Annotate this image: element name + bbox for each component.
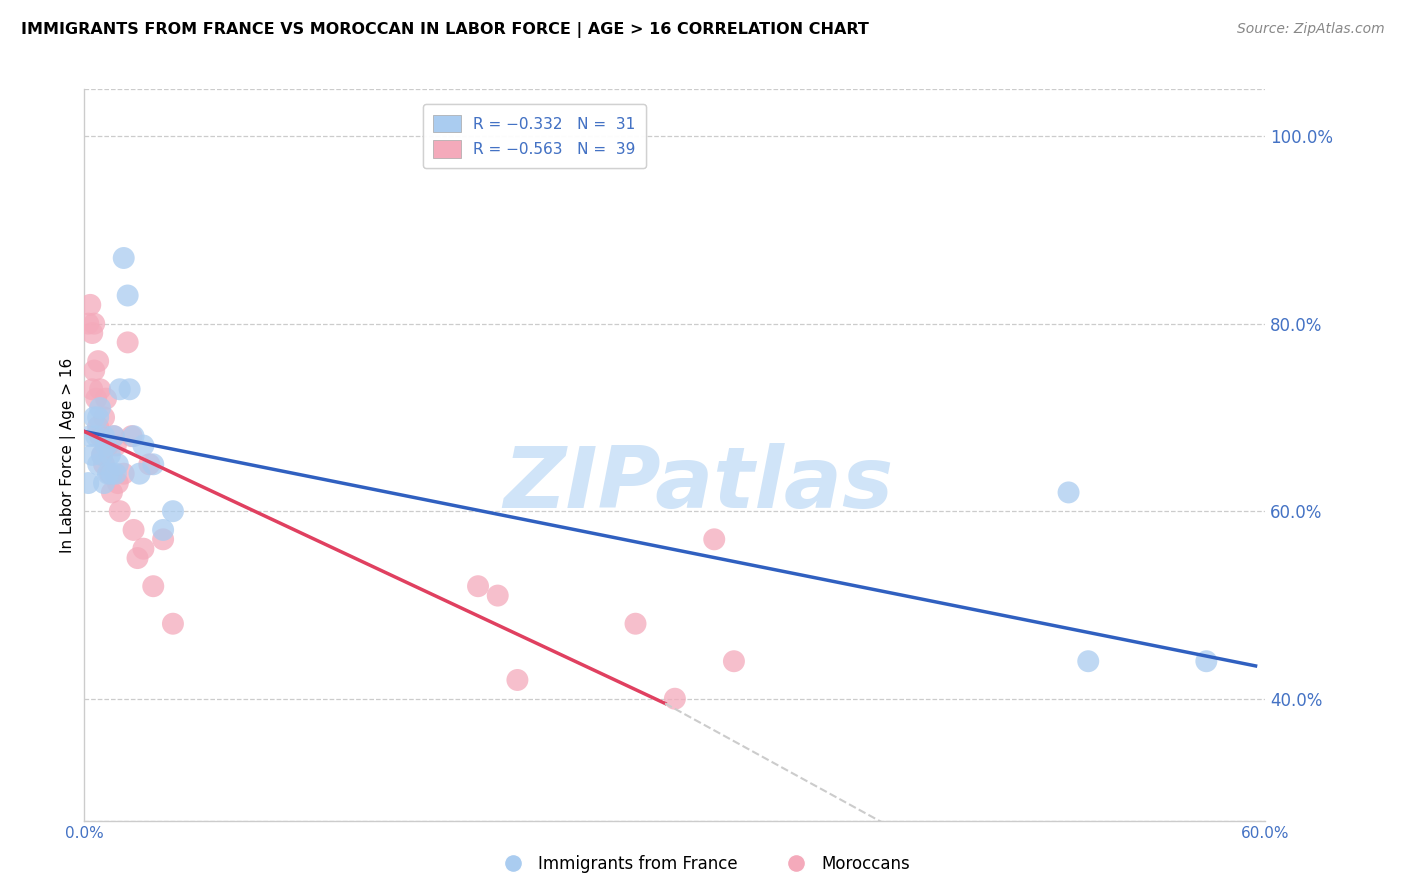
Point bbox=[97, 467, 120, 481]
Point bbox=[83, 363, 105, 377]
Point bbox=[664, 691, 686, 706]
Point bbox=[117, 335, 139, 350]
Point bbox=[94, 392, 117, 406]
Point bbox=[107, 476, 129, 491]
Text: ZIPatlas: ZIPatlas bbox=[503, 442, 894, 525]
Point bbox=[82, 326, 104, 340]
Point bbox=[107, 458, 129, 472]
Point bbox=[77, 476, 100, 491]
Point bbox=[132, 541, 155, 556]
Point bbox=[112, 467, 135, 481]
Point bbox=[101, 467, 124, 481]
Point bbox=[152, 523, 174, 537]
Point bbox=[93, 458, 115, 472]
Point bbox=[108, 382, 131, 396]
Point bbox=[127, 551, 149, 566]
Point bbox=[93, 476, 115, 491]
Point bbox=[132, 438, 155, 452]
Legend: R = −0.332   N = ​ 31, R = −0.563   N = ​ 39: R = −0.332 N = ​ 31, R = −0.563 N = ​ 39 bbox=[423, 104, 647, 169]
Point bbox=[112, 251, 135, 265]
Point bbox=[83, 410, 105, 425]
Point bbox=[142, 579, 165, 593]
Text: IMMIGRANTS FROM FRANCE VS MOROCCAN IN LABOR FORCE | AGE > 16 CORRELATION CHART: IMMIGRANTS FROM FRANCE VS MOROCCAN IN LA… bbox=[21, 22, 869, 38]
Point bbox=[152, 533, 174, 547]
Y-axis label: In Labor Force | Age > 16: In Labor Force | Age > 16 bbox=[60, 358, 76, 552]
Point bbox=[104, 438, 127, 452]
Point bbox=[87, 419, 110, 434]
Point bbox=[118, 382, 141, 396]
Point bbox=[97, 438, 120, 452]
Point bbox=[1195, 654, 1218, 668]
Point bbox=[79, 429, 101, 443]
Point bbox=[89, 401, 111, 415]
Legend: Immigrants from France, Moroccans: Immigrants from France, Moroccans bbox=[489, 848, 917, 880]
Point bbox=[103, 429, 125, 443]
Point bbox=[87, 410, 110, 425]
Point bbox=[1077, 654, 1099, 668]
Point bbox=[84, 392, 107, 406]
Point bbox=[93, 429, 115, 443]
Point bbox=[77, 317, 100, 331]
Point bbox=[1057, 485, 1080, 500]
Point bbox=[101, 485, 124, 500]
Point bbox=[121, 429, 143, 443]
Point bbox=[122, 429, 145, 443]
Point bbox=[162, 616, 184, 631]
Point bbox=[89, 382, 111, 396]
Point bbox=[87, 458, 110, 472]
Point bbox=[506, 673, 529, 687]
Point bbox=[87, 354, 110, 368]
Point bbox=[83, 317, 105, 331]
Point bbox=[91, 448, 114, 462]
Point bbox=[82, 448, 104, 462]
Point bbox=[117, 288, 139, 302]
Point bbox=[98, 467, 121, 481]
Point bbox=[79, 298, 101, 312]
Point bbox=[84, 429, 107, 443]
Point bbox=[91, 448, 114, 462]
Point bbox=[486, 589, 509, 603]
Text: Source: ZipAtlas.com: Source: ZipAtlas.com bbox=[1237, 22, 1385, 37]
Point bbox=[93, 410, 115, 425]
Point bbox=[98, 448, 121, 462]
Point bbox=[162, 504, 184, 518]
Point bbox=[703, 533, 725, 547]
Point bbox=[108, 504, 131, 518]
Point bbox=[103, 429, 125, 443]
Point bbox=[122, 523, 145, 537]
Point bbox=[723, 654, 745, 668]
Point bbox=[104, 467, 127, 481]
Point bbox=[142, 458, 165, 472]
Point bbox=[624, 616, 647, 631]
Point bbox=[138, 458, 160, 472]
Point bbox=[467, 579, 489, 593]
Point bbox=[89, 429, 111, 443]
Point bbox=[128, 467, 150, 481]
Point bbox=[94, 438, 117, 452]
Point bbox=[82, 382, 104, 396]
